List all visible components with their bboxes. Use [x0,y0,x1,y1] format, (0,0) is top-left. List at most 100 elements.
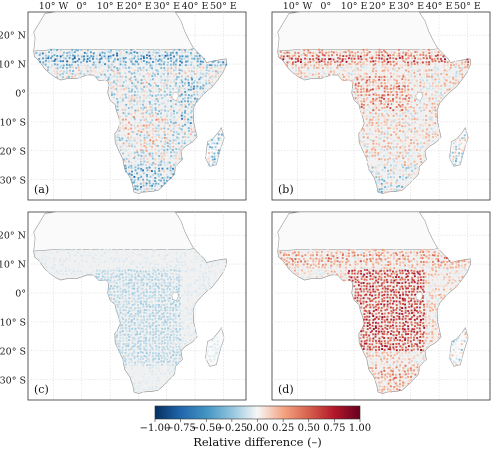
data-cell [407,315,409,317]
data-cell [422,134,424,136]
data-cell [428,61,430,63]
data-cell [368,167,370,169]
data-cell [130,153,132,155]
data-cell [116,76,118,78]
data-cell [392,307,394,309]
data-cell [134,51,136,53]
data-cell [292,55,294,57]
data-cell [90,55,92,57]
data-cell [47,69,49,71]
data-cell [167,327,169,329]
data-cell [393,273,395,275]
data-cell [128,303,130,305]
data-cell [358,270,360,272]
data-cell [172,134,174,136]
data-cell [414,85,416,87]
data-cell [167,128,169,130]
data-cell [368,97,370,99]
data-cell [383,55,385,57]
data-cell [155,300,157,302]
data-cell [381,51,383,53]
data-cell [144,139,146,141]
data-cell [173,339,175,341]
data-cell [354,69,356,71]
data-cell [160,82,162,84]
data-cell [220,139,222,141]
lon-label-40e: 40° E [426,1,453,12]
data-cell [155,64,157,66]
data-cell [446,291,448,293]
data-cell [191,322,193,324]
data-cell [384,313,386,315]
data-cell [108,58,110,60]
data-cell [149,287,151,289]
data-cell [382,146,384,148]
data-cell [399,97,401,99]
data-cell [369,128,371,130]
data-cell [122,297,124,299]
data-cell [321,276,323,278]
data-cell [313,60,315,62]
data-cell [78,267,80,269]
panel-a-latitude-labels: 20° N 10° N 0° 10° S 20° S 30° S [0,31,26,187]
data-cell [370,164,372,166]
data-cell [136,88,138,90]
data-cell [179,158,181,160]
data-cell [401,286,403,288]
data-cell [410,149,412,151]
data-cell [438,253,440,255]
data-cell [163,63,165,65]
data-cell [461,142,463,144]
data-cell [454,164,456,166]
data-cell [175,73,177,75]
data-cell [420,254,422,256]
data-cell [152,143,154,145]
data-cell [450,286,452,288]
data-cell [385,264,387,266]
data-cell [395,146,397,148]
data-cell [172,307,174,309]
data-cell [130,137,132,139]
data-cell [196,279,198,281]
data-cell [128,170,130,172]
data-cell [429,297,431,299]
data-cell [377,121,379,123]
data-cell [340,251,342,253]
data-cell [137,315,139,317]
data-cell [419,69,421,71]
data-cell [414,100,416,102]
data-cell [102,275,104,277]
data-cell [193,306,195,308]
data-cell [125,96,127,98]
data-cell [337,264,339,266]
data-cell [181,94,183,96]
data-cell [383,103,385,105]
data-cell [437,279,439,281]
data-cell [108,65,110,67]
data-cell [170,60,172,62]
data-cell [438,289,440,291]
data-cell [163,57,165,59]
data-cell [330,71,332,73]
data-cell [458,155,460,157]
data-cell [116,98,118,100]
data-cell [428,316,430,318]
data-cell [336,54,338,56]
data-cell [155,85,157,87]
data-cell [417,116,419,118]
data-cell [136,133,138,135]
data-cell [368,156,370,158]
data-cell [428,279,430,281]
data-cell [161,142,163,144]
data-cell [196,76,198,78]
panel-a-longitude-labels: 10° W 0° 10° E 20° E 30° E 40° E 50° E [39,1,237,12]
data-cell [366,60,368,62]
data-cell [161,257,163,259]
data-cell [208,279,210,281]
data-cell [149,170,151,172]
data-cell [300,59,302,61]
data-cell [222,61,224,63]
data-cell [160,164,162,166]
data-cell [431,285,433,287]
data-cell [151,188,153,190]
